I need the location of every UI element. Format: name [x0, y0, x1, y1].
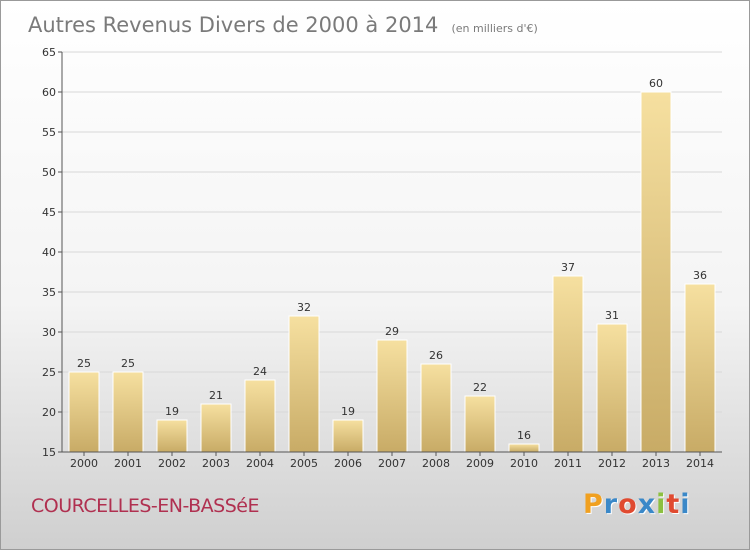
- x-tick-label: 2012: [598, 457, 626, 470]
- bar: [156, 419, 188, 453]
- x-tick-label: 2001: [114, 457, 142, 470]
- bar-value-label: 22: [473, 381, 487, 394]
- y-tick-label: 35: [42, 286, 56, 299]
- brand-letter: o: [618, 489, 638, 520]
- bar: [684, 283, 716, 453]
- x-tick-label: 2005: [290, 457, 318, 470]
- bar: [244, 379, 276, 453]
- bar-value-label: 37: [561, 261, 575, 274]
- x-tick-label: 2008: [422, 457, 450, 470]
- x-tick-label: 2011: [554, 457, 582, 470]
- x-tick-label: 2013: [642, 457, 670, 470]
- y-tick-label: 55: [42, 126, 56, 139]
- bar: [200, 403, 232, 453]
- x-tick-label: 2014: [686, 457, 714, 470]
- bar: [464, 395, 496, 453]
- x-tick-label: 2007: [378, 457, 406, 470]
- bar-value-label: 32: [297, 301, 311, 314]
- bar-value-label: 24: [253, 365, 267, 378]
- x-tick-label: 2003: [202, 457, 230, 470]
- x-tick-label: 2004: [246, 457, 274, 470]
- y-tick-label: 65: [42, 46, 56, 59]
- bar-value-label: 25: [77, 357, 91, 370]
- chart-title-main: Autres Revenus Divers de 2000 à 2014: [28, 13, 438, 37]
- y-tick-label: 45: [42, 206, 56, 219]
- y-tick-label: 60: [42, 86, 56, 99]
- bar: [640, 91, 672, 453]
- bar-value-label: 60: [649, 77, 663, 90]
- bar: [112, 371, 144, 453]
- bar: [552, 275, 584, 453]
- bar-value-label: 21: [209, 389, 223, 402]
- chart-title-unit: (en milliers d'€): [452, 22, 538, 35]
- bar-value-label: 19: [165, 405, 179, 418]
- bars: 25 25 19 21 24 32 19 29 26 22 16 37 31 60 36: [68, 77, 716, 453]
- bar: [376, 339, 408, 453]
- bar-value-label: 19: [341, 405, 355, 418]
- bar: [288, 315, 320, 453]
- bar-value-label: 26: [429, 349, 443, 362]
- x-tick-label: 2010: [510, 457, 538, 470]
- bar: [508, 443, 540, 453]
- brand-letter: i: [680, 489, 691, 520]
- x-tick-label: 2009: [466, 457, 494, 470]
- place-name: COURCELLES-EN-BASSéE: [31, 495, 260, 517]
- y-tick-label: 40: [42, 246, 56, 259]
- brand-letter: x: [637, 489, 657, 520]
- bar: [68, 371, 100, 453]
- y-tick-label: 50: [42, 166, 56, 179]
- brand-letter: i: [656, 489, 667, 520]
- bar: [332, 419, 364, 453]
- brand-letter: t: [666, 489, 681, 520]
- bar: [596, 323, 628, 453]
- x-tick-label: 2006: [334, 457, 362, 470]
- bar-value-label: 29: [385, 325, 399, 338]
- brand-letter: r: [603, 489, 619, 520]
- bar-value-label: 16: [517, 429, 531, 442]
- grid-lines: [62, 51, 722, 453]
- brand-logo: Proxiti: [583, 489, 691, 520]
- y-tick-label: 15: [42, 446, 56, 459]
- bar-value-label: 36: [693, 269, 707, 282]
- bar-chart: Autres Revenus Divers de 2000 à 2014 (en…: [28, 13, 722, 470]
- bar-value-label: 31: [605, 309, 619, 322]
- x-tick-label: 2002: [158, 457, 186, 470]
- brand-letter: P: [583, 489, 604, 520]
- y-axis-ticks: 15 20 25 30 35 40 45 50 55 60 65: [42, 46, 62, 459]
- y-tick-label: 20: [42, 406, 56, 419]
- chart-title: Autres Revenus Divers de 2000 à 2014 (en…: [28, 13, 538, 37]
- bar-value-label: 25: [121, 357, 135, 370]
- x-tick-label: 2000: [70, 457, 98, 470]
- y-tick-label: 25: [42, 366, 56, 379]
- y-tick-label: 30: [42, 326, 56, 339]
- bar: [420, 363, 452, 453]
- x-axis-ticks: 2000 2001 2002 2003 2004 2005 2006 2007 2008 2009…: [70, 452, 714, 470]
